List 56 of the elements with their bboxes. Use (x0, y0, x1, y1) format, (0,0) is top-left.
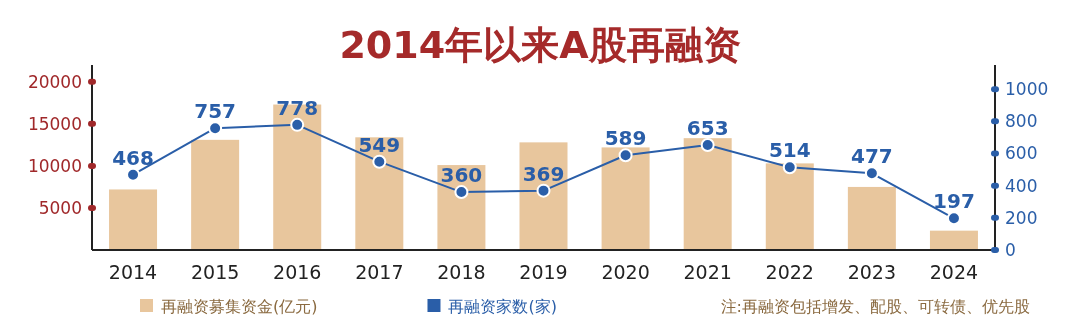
data-label: 589 (604, 126, 647, 151)
data-label: 757 (194, 99, 237, 124)
bar (601, 147, 650, 250)
point (618, 148, 633, 163)
x-tick-label: 2014 (108, 261, 158, 283)
x-tick-label: 2020 (601, 261, 650, 283)
y2-tick-label: 400 (1005, 175, 1038, 196)
x-tick-label: 2021 (683, 261, 732, 283)
x-tick-label: 2018 (437, 261, 486, 283)
point (864, 166, 879, 181)
point (700, 137, 715, 152)
bar (191, 139, 240, 250)
data-label: 369 (522, 161, 565, 186)
point (454, 185, 469, 200)
x-tick-label: 2015 (190, 261, 240, 283)
y2-tick-label: 800 (1005, 111, 1038, 132)
text: 注:再融资包括增发、配股、可转债、优先股 (720, 297, 1030, 316)
data-label: 197 (933, 189, 975, 214)
bar (929, 230, 978, 250)
point (208, 121, 223, 136)
data-label: 468 (112, 145, 154, 170)
x-tick-label: 2023 (847, 261, 897, 283)
data-label: 549 (358, 132, 401, 157)
bar (109, 189, 158, 250)
point (290, 117, 305, 132)
bar (683, 138, 732, 250)
x-tick-label: 2016 (273, 261, 322, 283)
y2-tick-label: 200 (1005, 207, 1038, 228)
point (126, 167, 141, 182)
y-tick-label: 20000 (27, 71, 82, 92)
point (536, 183, 551, 198)
bar (519, 142, 568, 250)
legend-label: 再融资募集资金(亿元) (161, 297, 318, 316)
bar (765, 163, 814, 250)
point (372, 154, 387, 169)
y-tick-label: 10000 (27, 155, 82, 176)
data-label: 653 (686, 115, 729, 140)
x-tick-label: 2017 (355, 261, 404, 283)
bar (355, 137, 404, 250)
data-label: 477 (850, 144, 893, 169)
data-label: 514 (768, 138, 811, 163)
point (946, 211, 961, 226)
y2-tick-label: 0 (1005, 240, 1016, 260)
chart-title: 2014年以来A股再融资 (339, 23, 741, 67)
x-tick-label: 2019 (519, 261, 568, 283)
x-tick-label: 2022 (765, 261, 814, 283)
data-label: 778 (276, 95, 319, 120)
y2-tick-label: 600 (1005, 143, 1038, 164)
y-tick-label: 15000 (27, 113, 82, 134)
bar (847, 186, 896, 250)
legend-label: 再融资家数(家) (448, 297, 557, 316)
y2-tick-label: 1000 (1005, 79, 1049, 100)
y-tick-label: 5000 (38, 197, 82, 218)
x-tick-label: 2024 (929, 261, 979, 283)
point (782, 160, 797, 175)
data-label: 360 (440, 163, 483, 188)
